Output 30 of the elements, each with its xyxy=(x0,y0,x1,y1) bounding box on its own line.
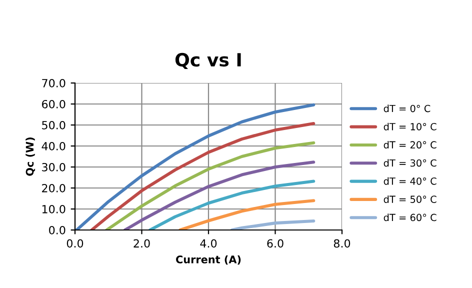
line-series xyxy=(148,180,316,230)
line-series xyxy=(230,219,316,230)
y-tick-label: 70.0 xyxy=(42,78,66,88)
x-tick-label: 6.0 xyxy=(267,239,284,248)
x-tick-label: 8.0 xyxy=(334,239,350,248)
x-tick-label: 2.0 xyxy=(134,239,150,248)
x-tick-label: 0.0 xyxy=(66,239,84,248)
legend-label: dT = 10° C xyxy=(384,122,436,130)
x-tick-label: 4.0 xyxy=(200,239,217,248)
line-series xyxy=(90,122,316,230)
legend-label: dT = 30° C xyxy=(384,159,436,167)
y-tick-label: 10.0 xyxy=(42,204,66,214)
y-tick-label: 50.0 xyxy=(42,120,66,130)
line-series xyxy=(75,103,316,230)
y-tick-label: 40.0 xyxy=(42,142,66,150)
y-tick-label: 60.0 xyxy=(42,100,66,108)
line-series xyxy=(105,141,316,230)
y-tick-label: 20.0 xyxy=(42,184,66,192)
x-axis-title: Current (A) xyxy=(176,255,241,265)
legend-label: dT = 0° C xyxy=(384,104,430,112)
y-tick-label: 30.0 xyxy=(42,162,66,172)
legend-label: dT = 60° C xyxy=(384,214,436,222)
legend-label: dT = 40° C xyxy=(384,177,436,185)
line-series xyxy=(124,160,316,230)
legend-label: dT = 50° C xyxy=(384,195,436,203)
chart-title: Qc vs I xyxy=(175,52,241,69)
y-tick-label: 0.0 xyxy=(49,226,66,234)
line-series xyxy=(178,199,316,230)
y-axis-title: Qc (W) xyxy=(26,138,36,176)
legend-label: dT = 20° C xyxy=(384,140,436,149)
